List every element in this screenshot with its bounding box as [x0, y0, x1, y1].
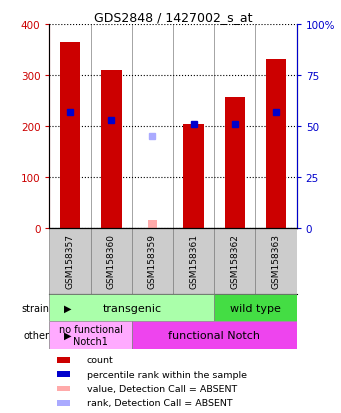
- Text: count: count: [87, 356, 113, 364]
- Bar: [101, 71, 121, 228]
- Bar: [57, 386, 70, 391]
- Text: GSM158360: GSM158360: [107, 234, 116, 289]
- Text: ▶: ▶: [64, 303, 71, 313]
- Bar: [183, 125, 204, 228]
- Bar: [49, 228, 91, 294]
- Bar: [173, 228, 214, 294]
- Bar: [57, 400, 70, 406]
- Text: GSM158363: GSM158363: [271, 234, 281, 289]
- Bar: [49, 322, 132, 349]
- Text: rank, Detection Call = ABSENT: rank, Detection Call = ABSENT: [87, 399, 232, 407]
- Text: other: other: [24, 330, 49, 340]
- Bar: [49, 294, 214, 322]
- Text: transgenic: transgenic: [102, 303, 161, 313]
- Bar: [132, 228, 173, 294]
- Text: GSM158362: GSM158362: [231, 234, 239, 289]
- Bar: [57, 372, 70, 377]
- Text: percentile rank within the sample: percentile rank within the sample: [87, 370, 247, 379]
- Text: ▶: ▶: [64, 330, 71, 340]
- Text: strain: strain: [21, 303, 49, 313]
- Bar: [57, 357, 70, 363]
- Text: GSM158359: GSM158359: [148, 234, 157, 289]
- Bar: [266, 59, 286, 228]
- Text: wild type: wild type: [230, 303, 281, 313]
- Bar: [214, 228, 255, 294]
- Text: no functional
Notch1: no functional Notch1: [59, 325, 123, 346]
- Text: GSM158361: GSM158361: [189, 234, 198, 289]
- Bar: [255, 228, 297, 294]
- Text: functional Notch: functional Notch: [168, 330, 260, 340]
- Bar: [225, 97, 245, 228]
- Bar: [214, 294, 297, 322]
- Bar: [148, 221, 157, 228]
- Bar: [91, 228, 132, 294]
- Text: value, Detection Call = ABSENT: value, Detection Call = ABSENT: [87, 384, 237, 393]
- Bar: [132, 322, 297, 349]
- Text: GSM158357: GSM158357: [65, 234, 75, 289]
- Title: GDS2848 / 1427002_s_at: GDS2848 / 1427002_s_at: [94, 11, 252, 24]
- Bar: [60, 43, 80, 228]
